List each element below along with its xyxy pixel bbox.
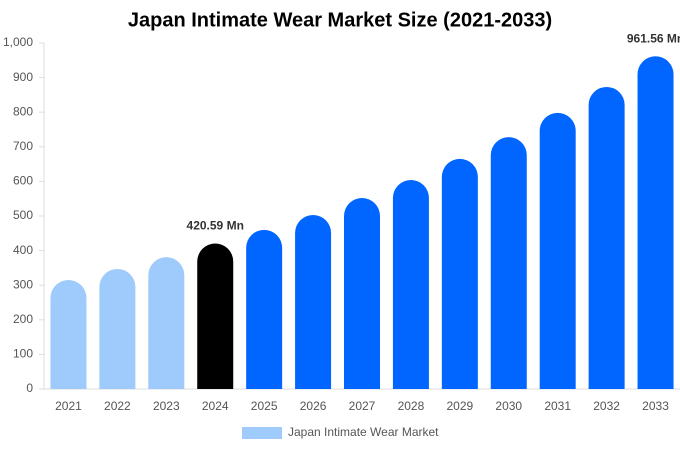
x-tick-label: 2032 bbox=[593, 399, 620, 413]
legend-label: Japan Intimate Wear Market bbox=[288, 425, 439, 439]
y-tick-label: 400 bbox=[13, 243, 33, 257]
y-tick-label: 200 bbox=[13, 312, 33, 326]
x-tick-label: 2021 bbox=[55, 399, 82, 413]
y-tick-label: 500 bbox=[13, 208, 33, 222]
chart-title: Japan Intimate Wear Market Size (2021-20… bbox=[128, 9, 552, 31]
bar bbox=[246, 229, 283, 389]
bar bbox=[344, 198, 380, 389]
bar bbox=[490, 137, 527, 389]
y-tick-label: 600 bbox=[13, 174, 33, 188]
y-tick-label: 1,000 bbox=[3, 35, 33, 49]
bar bbox=[539, 112, 576, 389]
value-label: 420.59 Mn bbox=[187, 219, 244, 233]
bar bbox=[50, 280, 87, 389]
bar bbox=[197, 243, 234, 389]
y-tick-label: 100 bbox=[13, 347, 33, 361]
x-tick-label: 2033 bbox=[642, 399, 669, 413]
x-tick-label: 2028 bbox=[398, 399, 425, 413]
y-tick-label: 800 bbox=[13, 104, 33, 118]
bar bbox=[392, 180, 429, 389]
y-tick-label: 0 bbox=[26, 381, 33, 395]
y-tick-label: 300 bbox=[13, 277, 33, 291]
x-tick-label: 2031 bbox=[544, 399, 571, 413]
x-tick-label: 2025 bbox=[251, 399, 278, 413]
bar bbox=[637, 56, 674, 390]
x-tick-label: 2022 bbox=[104, 399, 131, 413]
bar bbox=[441, 158, 478, 389]
bar bbox=[295, 214, 332, 389]
x-tick-label: 2026 bbox=[300, 399, 327, 413]
bar bbox=[148, 257, 185, 389]
legend-swatch bbox=[242, 427, 282, 439]
x-tick-label: 2027 bbox=[349, 399, 376, 413]
x-tick-label: 2023 bbox=[153, 399, 180, 413]
x-tick-label: 2030 bbox=[495, 399, 522, 413]
y-tick-label: 900 bbox=[13, 70, 33, 84]
x-tick-label: 2029 bbox=[446, 399, 473, 413]
bar bbox=[588, 86, 625, 389]
x-tick-label: 2024 bbox=[202, 399, 229, 413]
bar bbox=[99, 268, 136, 389]
value-label: 961.56 Mn bbox=[627, 31, 680, 45]
y-tick-label: 700 bbox=[13, 139, 33, 153]
